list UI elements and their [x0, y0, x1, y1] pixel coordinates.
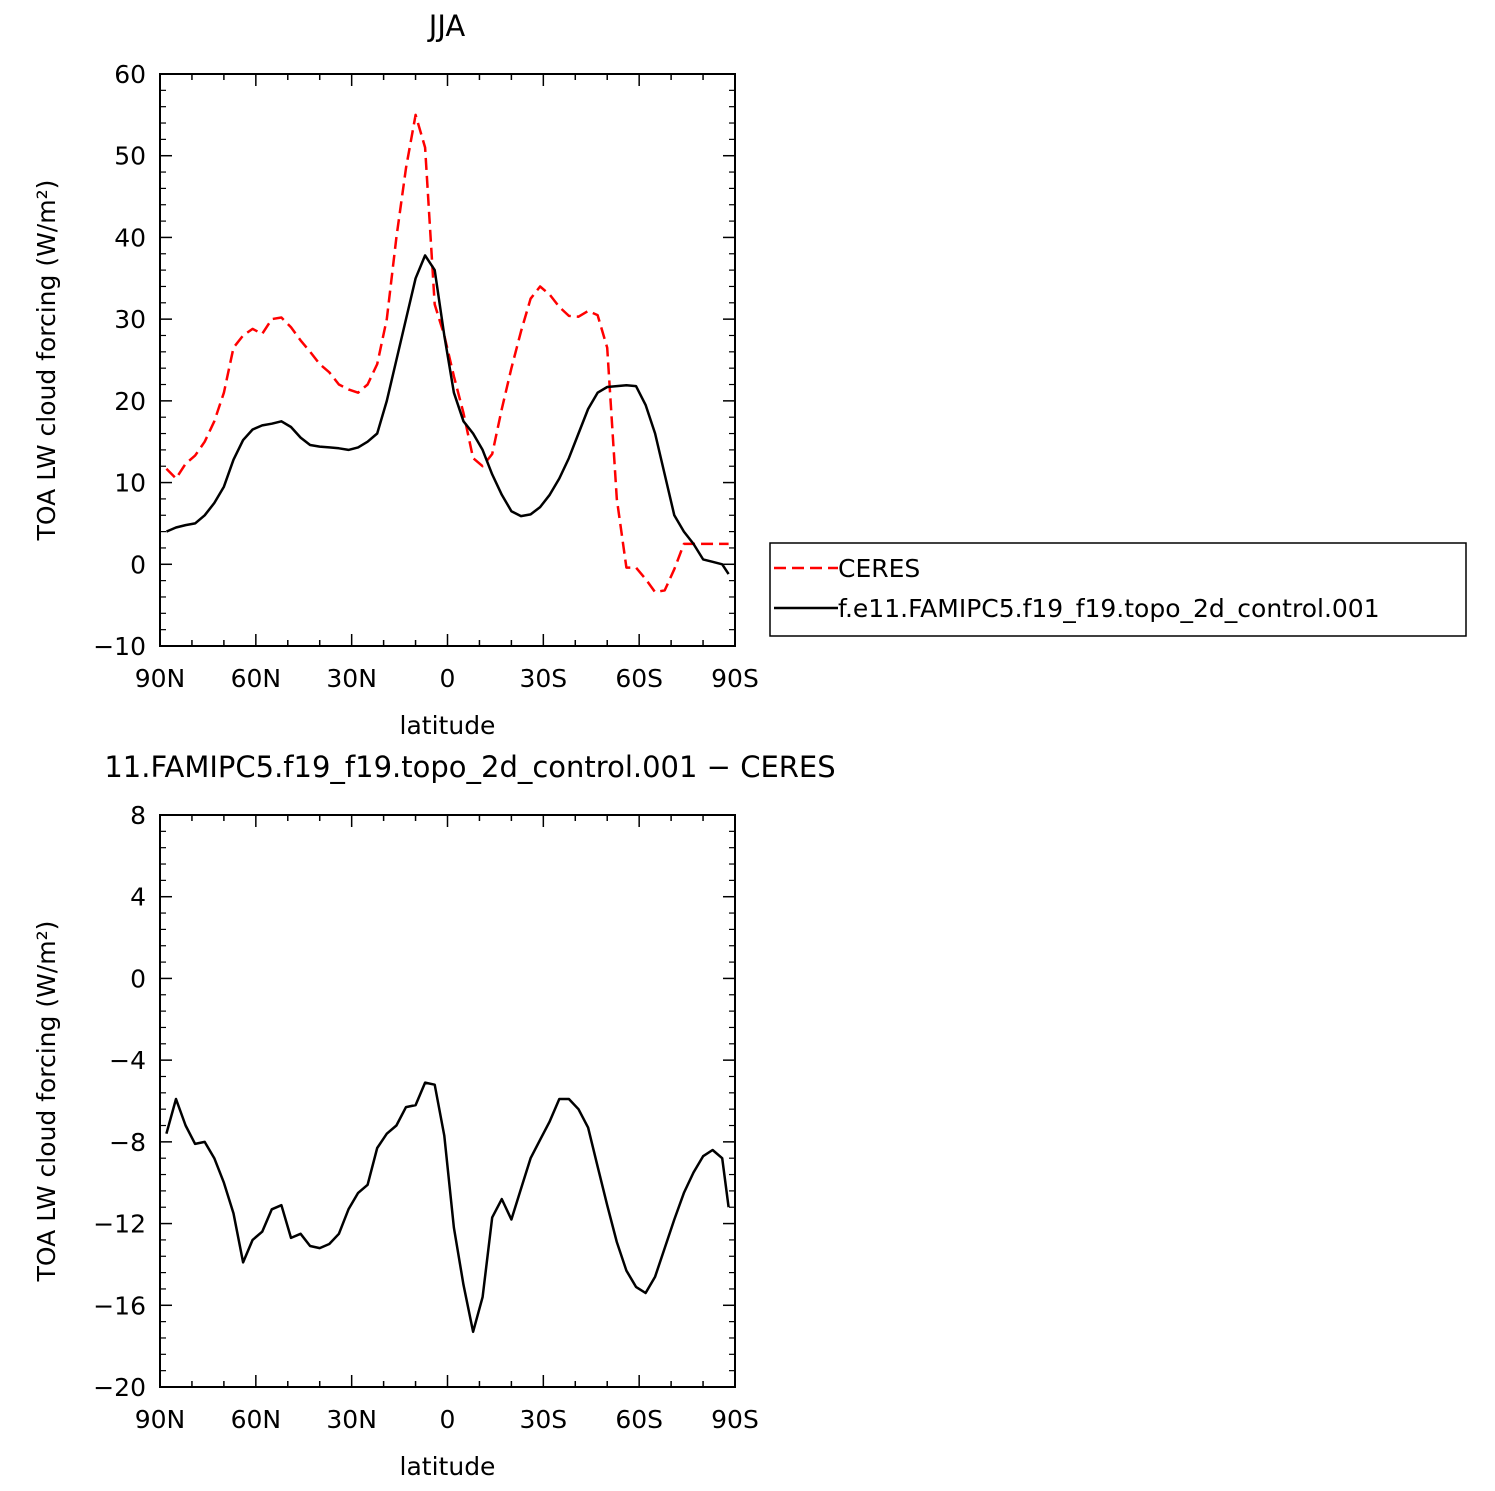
bottom-y-tick-label: −16: [93, 1291, 146, 1320]
top-y-axis-title: TOA LW cloud forcing (W/m²): [32, 180, 61, 542]
bottom-y-tick-label: −20: [93, 1373, 146, 1402]
top-x-tick-label: 60S: [615, 664, 663, 693]
bottom-y-tick-label: −8: [109, 1128, 146, 1157]
bottom-y-tick-label: −4: [109, 1046, 146, 1075]
bottom-x-tick-label: 60N: [231, 1405, 282, 1434]
top-y-tick-label: 0: [130, 550, 146, 579]
top-y-tick-label: 10: [114, 469, 146, 498]
top-y-tick-label: 60: [114, 60, 146, 89]
bottom-x-tick-label: 90S: [711, 1405, 759, 1434]
bottom-x-tick-label: 30N: [326, 1405, 377, 1434]
bottom-x-tick-label: 30S: [519, 1405, 567, 1434]
legend-label-ceres: CERES: [838, 554, 920, 583]
top-x-tick-label: 0: [440, 664, 456, 693]
top-x-tick-label: 30N: [326, 664, 377, 693]
top-x-tick-label: 60N: [231, 664, 282, 693]
top-y-tick-label: 50: [114, 142, 146, 171]
bottom-y-axis-title: TOA LW cloud forcing (W/m²): [32, 921, 61, 1283]
bottom-x-tick-label: 90N: [135, 1405, 186, 1434]
bottom-chart-title: 11.FAMIPC5.f19_f19.topo_2d_control.001 −…: [104, 750, 835, 784]
bottom-x-tick-label: 0: [440, 1405, 456, 1434]
top-series-line-1: [165, 254, 730, 575]
bottom-x-axis-title: latitude: [400, 1452, 496, 1481]
legend: CERES f.e11.FAMIPC5.f19_f19.topo_2d_cont…: [769, 542, 1467, 637]
bottom-x-tick-label: 60S: [615, 1405, 663, 1434]
top-series-line-0: [165, 113, 729, 594]
top-chart-title: JJA: [427, 9, 466, 43]
top-y-tick-label: 30: [114, 305, 146, 334]
top-x-tick-label: 90S: [711, 664, 759, 693]
top-x-tick-label: 90N: [135, 664, 186, 693]
bottom-series-line-0: [165, 1081, 730, 1334]
bottom-panel: 90N 60N 30N 0 30S 60S 90S −20 −16 −12 −8 −4 0 4 8 11.FA…: [32, 750, 836, 1481]
top-x-tick-label: 30S: [519, 664, 567, 693]
bottom-y-tick-label: −12: [93, 1210, 146, 1239]
top-x-axis-title: latitude: [400, 711, 496, 740]
top-y-tick-label: −10: [93, 632, 146, 661]
bottom-y-tick-label: 8: [130, 801, 146, 830]
legend-box: [769, 542, 1467, 637]
legend-label-model: f.e11.FAMIPC5.f19_f19.topo_2d_control.00…: [838, 594, 1380, 623]
top-y-tick-label: 20: [114, 387, 146, 416]
bottom-y-tick-label: 4: [130, 883, 146, 912]
bottom-plot-frame: [159, 814, 736, 1388]
top-y-tick-label: 40: [114, 223, 146, 252]
bottom-y-tick-label: 0: [130, 964, 146, 993]
top-panel: 90N 60N 30N 0 30S 60S 90S −10 0 10 20 30 40 50 60 JJA la…: [32, 9, 759, 740]
